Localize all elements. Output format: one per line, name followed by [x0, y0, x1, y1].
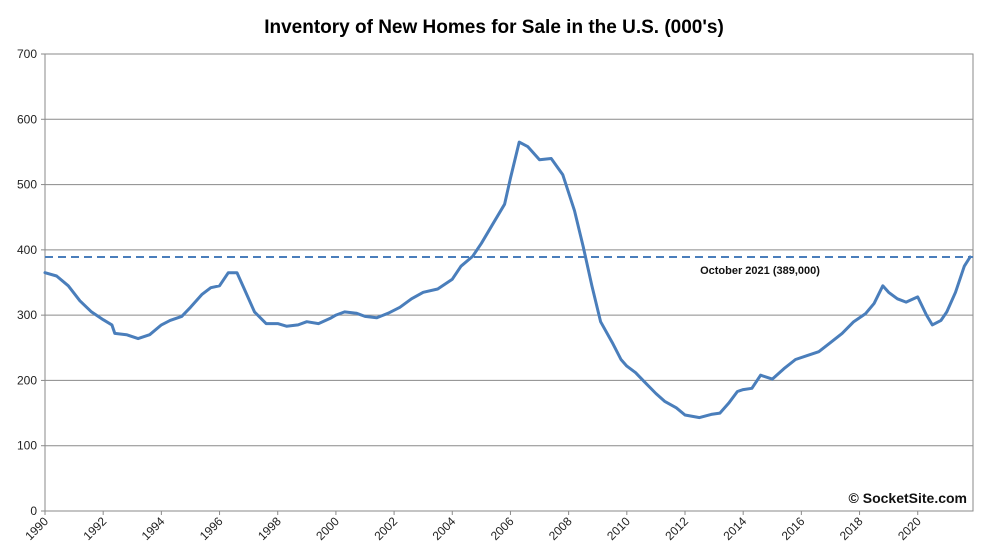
- y-tick-label-0: 0: [30, 504, 37, 518]
- x-tick-label-1990: 1990: [22, 514, 51, 543]
- x-tick-label-2018: 2018: [837, 514, 866, 543]
- x-tick-label-2010: 2010: [604, 514, 633, 543]
- grid: [45, 53, 973, 447]
- series-group: [43, 140, 972, 420]
- x-axis: 1990 1992 1994 1996 1998 2000 2002 2004 2006 2008…: [22, 511, 924, 543]
- x-tick-label-1992: 1992: [81, 514, 110, 543]
- x-tick-label-2006: 2006: [488, 514, 517, 543]
- x-tick-label-1994: 1994: [139, 514, 168, 543]
- y-tick-label-500: 500: [17, 178, 37, 192]
- x-tick-label-1996: 1996: [197, 514, 226, 543]
- x-tick-label-2000: 2000: [313, 514, 342, 543]
- x-tick-label-2004: 2004: [430, 514, 459, 543]
- x-tick-label-2020: 2020: [895, 514, 924, 543]
- reference-group: October 2021 (389,000): [45, 256, 973, 277]
- x-tick-label-2008: 2008: [546, 514, 575, 543]
- reference-label: October 2021 (389,000): [700, 265, 820, 277]
- chart-title: Inventory of New Homes for Sale in the U…: [264, 17, 724, 38]
- y-tick-label-100: 100: [17, 439, 37, 453]
- y-axis: 0 100 200 300 400 500 600 700: [17, 47, 45, 518]
- series-line-0: [43, 140, 972, 420]
- watermark: © SocketSite.com: [849, 490, 967, 506]
- x-tick-label-1998: 1998: [255, 514, 284, 543]
- y-tick-label-700: 700: [17, 47, 37, 61]
- x-tick-label-2014: 2014: [721, 514, 750, 543]
- y-tick-label-400: 400: [17, 243, 37, 257]
- x-tick-label-2016: 2016: [779, 514, 808, 543]
- plot-frame: [44, 53, 974, 512]
- y-tick-label-300: 300: [17, 308, 37, 322]
- x-tick-label-2002: 2002: [371, 514, 400, 543]
- y-tick-label-200: 200: [17, 373, 37, 387]
- y-tick-label-600: 600: [17, 112, 37, 126]
- x-tick-label-2012: 2012: [662, 514, 691, 543]
